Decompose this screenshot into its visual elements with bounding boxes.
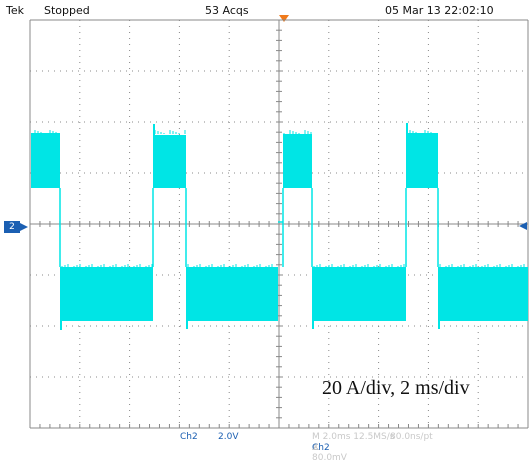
settings-bar: Ch2 2.0V M 2.0ms 12.5MS/s 80.0ns/pt A Ch… bbox=[0, 430, 531, 463]
trigger-level-icon[interactable] bbox=[519, 222, 527, 230]
channel-marker-label: 2 bbox=[4, 221, 20, 233]
waveform-low-pulse bbox=[438, 267, 528, 321]
trigger-position-icon[interactable] bbox=[279, 15, 289, 22]
acquisition-count: 53 Acqs bbox=[205, 4, 249, 17]
status-bar: Tek Stopped 53 Acqs 05 Mar 13 22:02:10 bbox=[0, 0, 531, 20]
waveform-low-pulse bbox=[60, 267, 153, 321]
waveform-high-pulse bbox=[283, 134, 312, 188]
waveform-low-pulse bbox=[186, 267, 278, 321]
waveform-high-pulse bbox=[31, 133, 60, 188]
channel-label[interactable]: Ch2 bbox=[180, 432, 198, 442]
waveform-high-pulse bbox=[406, 133, 438, 188]
timebase-readout[interactable]: M 2.0ms 12.5MS/s bbox=[312, 432, 395, 442]
trigger-mode: A bbox=[312, 443, 319, 453]
volts-per-div[interactable]: 2.0V bbox=[218, 432, 239, 442]
waveform-low-pulse bbox=[312, 267, 406, 321]
scale-annotation: 20 A/div, 2 ms/div bbox=[322, 377, 470, 399]
datetime-label: 05 Mar 13 22:02:10 bbox=[385, 4, 494, 17]
trigger-level: ∠ 80.0mV bbox=[312, 443, 347, 463]
brand-label: Tek bbox=[6, 4, 24, 17]
arrow-right-icon bbox=[20, 223, 28, 231]
waveform-display bbox=[29, 19, 529, 429]
acquisition-state: Stopped bbox=[44, 4, 90, 17]
waveform-high-pulse bbox=[153, 135, 186, 188]
resolution-readout: 80.0ns/pt bbox=[390, 432, 433, 442]
trigger-source: Ch2 bbox=[312, 443, 330, 453]
channel-2-ground-marker[interactable]: 2 bbox=[4, 221, 28, 233]
